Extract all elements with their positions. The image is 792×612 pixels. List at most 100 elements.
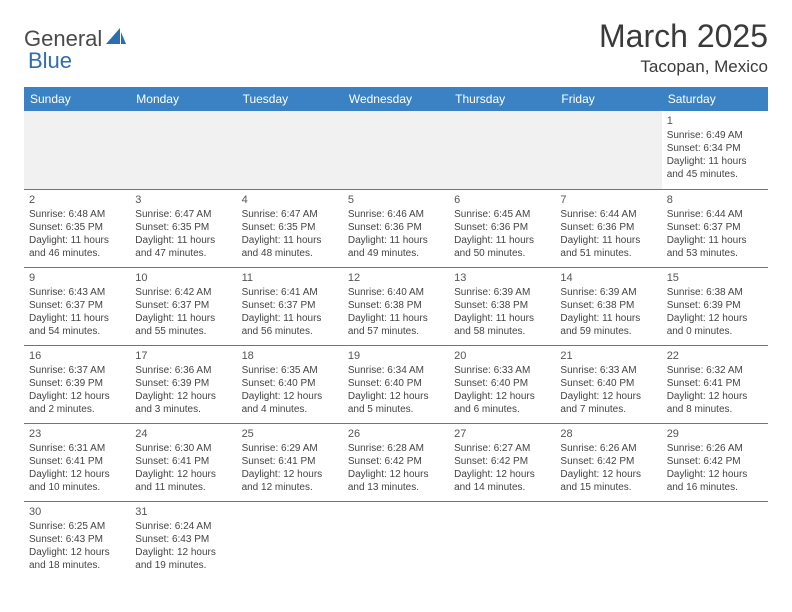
day-number: 20 (454, 349, 550, 363)
calendar-cell (555, 111, 661, 189)
daylight-text: Daylight: 12 hours and 2 minutes. (29, 390, 125, 416)
daylight-text: Daylight: 12 hours and 4 minutes. (242, 390, 338, 416)
calendar-cell (237, 111, 343, 189)
logo: General (24, 18, 128, 52)
day-number: 16 (29, 349, 125, 363)
title-block: March 2025 Tacopan, Mexico (599, 18, 768, 77)
day-header: Sunday (24, 87, 130, 111)
calendar-cell: 1Sunrise: 6:49 AMSunset: 6:34 PMDaylight… (662, 111, 768, 189)
sunrise-text: Sunrise: 6:27 AM (454, 442, 550, 455)
day-number: 6 (454, 193, 550, 207)
sunset-text: Sunset: 6:39 PM (667, 299, 763, 312)
daylight-text: Daylight: 11 hours and 45 minutes. (667, 155, 763, 181)
day-number: 13 (454, 271, 550, 285)
sunset-text: Sunset: 6:41 PM (667, 377, 763, 390)
calendar-cell: 12Sunrise: 6:40 AMSunset: 6:38 PMDayligh… (343, 267, 449, 345)
daylight-text: Daylight: 11 hours and 46 minutes. (29, 234, 125, 260)
day-number: 15 (667, 271, 763, 285)
calendar-header-row: SundayMondayTuesdayWednesdayThursdayFrid… (24, 87, 768, 111)
sunrise-text: Sunrise: 6:30 AM (135, 442, 231, 455)
sunset-text: Sunset: 6:36 PM (560, 221, 656, 234)
calendar-week-row: 9Sunrise: 6:43 AMSunset: 6:37 PMDaylight… (24, 267, 768, 345)
daylight-text: Daylight: 12 hours and 7 minutes. (560, 390, 656, 416)
logo-sail-icon (106, 28, 126, 51)
sunrise-text: Sunrise: 6:44 AM (667, 208, 763, 221)
day-info: Sunrise: 6:39 AMSunset: 6:38 PMDaylight:… (560, 286, 656, 338)
day-number: 12 (348, 271, 444, 285)
day-info: Sunrise: 6:33 AMSunset: 6:40 PMDaylight:… (560, 364, 656, 416)
day-number: 24 (135, 427, 231, 441)
calendar-cell (662, 501, 768, 579)
day-info: Sunrise: 6:40 AMSunset: 6:38 PMDaylight:… (348, 286, 444, 338)
calendar-cell: 26Sunrise: 6:28 AMSunset: 6:42 PMDayligh… (343, 423, 449, 501)
daylight-text: Daylight: 11 hours and 57 minutes. (348, 312, 444, 338)
day-info: Sunrise: 6:29 AMSunset: 6:41 PMDaylight:… (242, 442, 338, 494)
calendar-cell: 24Sunrise: 6:30 AMSunset: 6:41 PMDayligh… (130, 423, 236, 501)
day-info: Sunrise: 6:30 AMSunset: 6:41 PMDaylight:… (135, 442, 231, 494)
day-header: Tuesday (237, 87, 343, 111)
daylight-text: Daylight: 12 hours and 16 minutes. (667, 468, 763, 494)
calendar-cell (237, 501, 343, 579)
day-number: 30 (29, 505, 125, 519)
calendar-cell (449, 501, 555, 579)
sunrise-text: Sunrise: 6:49 AM (667, 129, 763, 142)
daylight-text: Daylight: 12 hours and 10 minutes. (29, 468, 125, 494)
calendar-cell (24, 111, 130, 189)
calendar-cell (449, 111, 555, 189)
calendar-week-row: 23Sunrise: 6:31 AMSunset: 6:41 PMDayligh… (24, 423, 768, 501)
day-number: 10 (135, 271, 231, 285)
calendar-cell: 28Sunrise: 6:26 AMSunset: 6:42 PMDayligh… (555, 423, 661, 501)
sunset-text: Sunset: 6:36 PM (454, 221, 550, 234)
calendar-cell: 27Sunrise: 6:27 AMSunset: 6:42 PMDayligh… (449, 423, 555, 501)
sunrise-text: Sunrise: 6:34 AM (348, 364, 444, 377)
sunrise-text: Sunrise: 6:47 AM (242, 208, 338, 221)
daylight-text: Daylight: 11 hours and 58 minutes. (454, 312, 550, 338)
sunrise-text: Sunrise: 6:28 AM (348, 442, 444, 455)
header: General March 2025 Tacopan, Mexico (24, 18, 768, 77)
logo-text-blue: Blue (28, 48, 72, 74)
calendar-cell: 19Sunrise: 6:34 AMSunset: 6:40 PMDayligh… (343, 345, 449, 423)
sunrise-text: Sunrise: 6:36 AM (135, 364, 231, 377)
day-info: Sunrise: 6:35 AMSunset: 6:40 PMDaylight:… (242, 364, 338, 416)
sunrise-text: Sunrise: 6:46 AM (348, 208, 444, 221)
day-header: Monday (130, 87, 236, 111)
sunrise-text: Sunrise: 6:35 AM (242, 364, 338, 377)
calendar-cell: 30Sunrise: 6:25 AMSunset: 6:43 PMDayligh… (24, 501, 130, 579)
sunset-text: Sunset: 6:36 PM (348, 221, 444, 234)
sunrise-text: Sunrise: 6:26 AM (560, 442, 656, 455)
sunset-text: Sunset: 6:43 PM (29, 533, 125, 546)
day-number: 8 (667, 193, 763, 207)
calendar-table: SundayMondayTuesdayWednesdayThursdayFrid… (24, 87, 768, 579)
calendar-cell: 23Sunrise: 6:31 AMSunset: 6:41 PMDayligh… (24, 423, 130, 501)
day-info: Sunrise: 6:44 AMSunset: 6:36 PMDaylight:… (560, 208, 656, 260)
sunset-text: Sunset: 6:34 PM (667, 142, 763, 155)
calendar-cell: 29Sunrise: 6:26 AMSunset: 6:42 PMDayligh… (662, 423, 768, 501)
day-info: Sunrise: 6:42 AMSunset: 6:37 PMDaylight:… (135, 286, 231, 338)
sunrise-text: Sunrise: 6:44 AM (560, 208, 656, 221)
sunset-text: Sunset: 6:35 PM (29, 221, 125, 234)
sunset-text: Sunset: 6:42 PM (454, 455, 550, 468)
day-number: 19 (348, 349, 444, 363)
sunrise-text: Sunrise: 6:39 AM (454, 286, 550, 299)
calendar-cell: 11Sunrise: 6:41 AMSunset: 6:37 PMDayligh… (237, 267, 343, 345)
sunrise-text: Sunrise: 6:24 AM (135, 520, 231, 533)
day-header: Saturday (662, 87, 768, 111)
day-number: 21 (560, 349, 656, 363)
sunset-text: Sunset: 6:40 PM (242, 377, 338, 390)
sunrise-text: Sunrise: 6:42 AM (135, 286, 231, 299)
daylight-text: Daylight: 12 hours and 0 minutes. (667, 312, 763, 338)
daylight-text: Daylight: 12 hours and 6 minutes. (454, 390, 550, 416)
day-number: 2 (29, 193, 125, 207)
day-number: 28 (560, 427, 656, 441)
calendar-cell: 5Sunrise: 6:46 AMSunset: 6:36 PMDaylight… (343, 189, 449, 267)
sunrise-text: Sunrise: 6:26 AM (667, 442, 763, 455)
location: Tacopan, Mexico (599, 57, 768, 77)
day-number: 26 (348, 427, 444, 441)
calendar-cell (130, 111, 236, 189)
day-number: 4 (242, 193, 338, 207)
sunset-text: Sunset: 6:38 PM (348, 299, 444, 312)
sunset-text: Sunset: 6:37 PM (29, 299, 125, 312)
daylight-text: Daylight: 11 hours and 51 minutes. (560, 234, 656, 260)
daylight-text: Daylight: 12 hours and 18 minutes. (29, 546, 125, 572)
sunset-text: Sunset: 6:40 PM (348, 377, 444, 390)
